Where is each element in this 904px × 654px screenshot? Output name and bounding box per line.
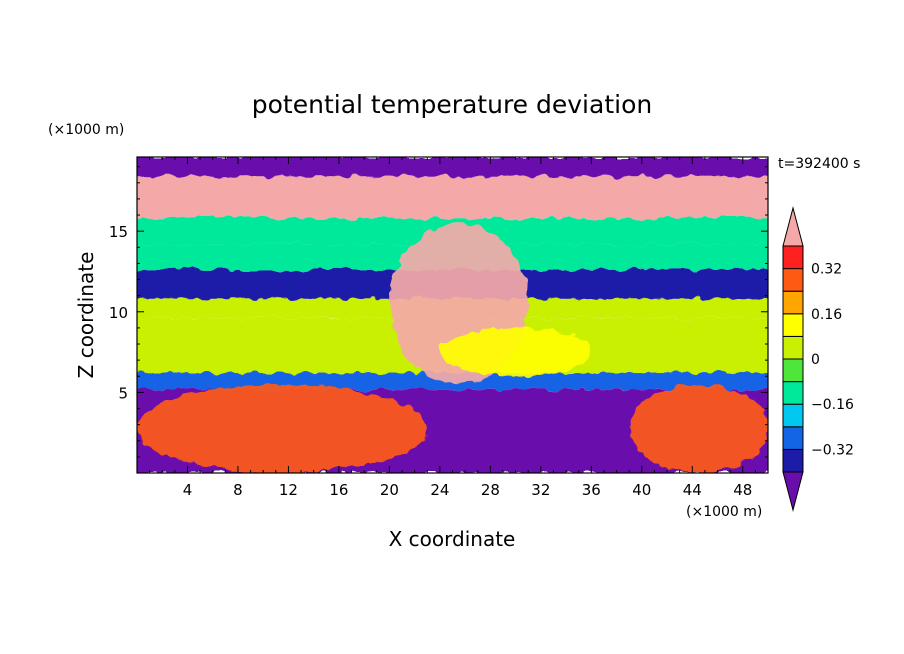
chart-title: potential temperature deviation xyxy=(252,90,652,119)
x-unit-label: (×1000 m) xyxy=(686,504,762,520)
colorbar-box xyxy=(782,245,804,270)
colorbar-extend-min xyxy=(782,471,804,512)
colorbar-box xyxy=(782,335,804,360)
field-feature xyxy=(439,327,592,377)
x-tick-label: 12 xyxy=(279,481,298,499)
x-tick-label: 16 xyxy=(329,481,348,499)
z-axis: 5 10 15 xyxy=(109,166,768,458)
colorbar-box xyxy=(782,358,804,383)
colorbar: −0.32 −0.16 0 0.16 0.32 xyxy=(782,206,854,512)
colorbar-extend-max xyxy=(782,206,804,247)
x-tick-label: 4 xyxy=(183,481,193,499)
plot-area xyxy=(137,157,768,473)
z-tick-label: 15 xyxy=(109,223,128,241)
x-axis: 4 8 12 16 20 24 28 32 36 40 44 48 xyxy=(149,157,756,499)
colorbar-tick-label: 0.32 xyxy=(811,262,842,278)
field-layer xyxy=(137,176,768,219)
field-feature xyxy=(137,384,428,473)
colorbar-box xyxy=(782,403,804,428)
x-tick-label: 48 xyxy=(733,481,752,499)
field-layer xyxy=(137,157,768,177)
z-axis-title: Z coordinate xyxy=(74,252,98,379)
colorbar-box xyxy=(782,381,804,405)
colorbar-box xyxy=(782,268,804,292)
x-tick-label: 8 xyxy=(233,481,243,499)
colorbar-box xyxy=(782,290,804,315)
colorbar-tick-label: −0.16 xyxy=(811,397,854,413)
time-label: t=392400 s xyxy=(778,156,860,172)
x-tick-label: 28 xyxy=(481,481,500,499)
x-axis-title: X coordinate xyxy=(389,527,516,551)
x-tick-label: 40 xyxy=(632,481,651,499)
x-tick-label: 20 xyxy=(380,481,399,499)
x-tick-label: 32 xyxy=(531,481,550,499)
colorbar-tick-label: −0.32 xyxy=(811,442,854,458)
colorbar-tick-label: 0 xyxy=(811,352,820,368)
colorbar-tick-label: 0.16 xyxy=(811,307,842,323)
z-tick-label: 10 xyxy=(109,304,128,322)
z-unit-label: (×1000 m) xyxy=(48,122,124,138)
colorbar-box xyxy=(782,426,804,450)
colorbar-box xyxy=(782,448,804,473)
x-tick-label: 44 xyxy=(683,481,702,499)
colorbar-box xyxy=(782,313,804,337)
x-tick-label: 36 xyxy=(582,481,601,499)
x-tick-label: 24 xyxy=(430,481,449,499)
field-feature xyxy=(629,384,768,473)
z-tick-label: 5 xyxy=(118,384,128,402)
